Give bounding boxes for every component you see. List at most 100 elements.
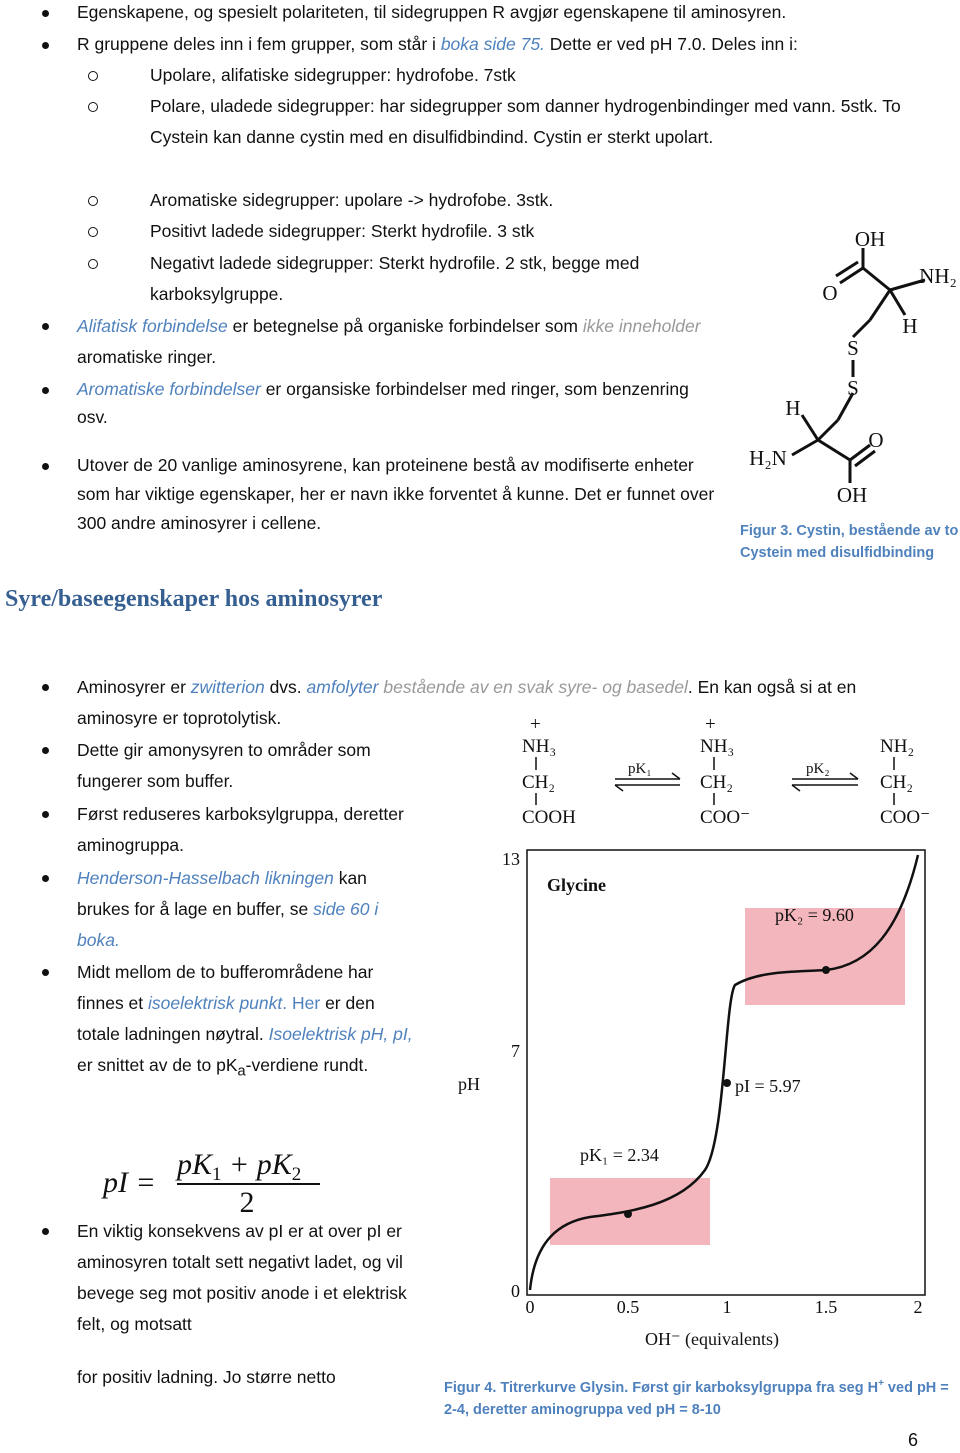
atom-label: S: [847, 336, 859, 360]
bullet: [42, 747, 49, 754]
sub-bullet: [88, 102, 98, 112]
x-tick-label: 2: [914, 1297, 923, 1317]
formula-text: pK: [175, 1148, 214, 1181]
formula-text: + pK: [222, 1148, 294, 1181]
annotation: pK₂ = 9.60: [775, 905, 854, 925]
group: CH₂: [880, 772, 913, 793]
paragraph: Henderson-Hasselbach likningen kan bruke…: [77, 863, 422, 956]
page-number: 6: [908, 1430, 919, 1450]
text: er organsiske forbindelser med ringer, s…: [77, 379, 689, 427]
atom-label: OH: [837, 483, 867, 507]
formula-subscript: 1: [212, 1164, 222, 1185]
sub-bullet: [88, 71, 98, 81]
plot-frame: [526, 849, 926, 1296]
text: kan brukes for å lage en buffer, se: [77, 868, 367, 919]
sub-bullet: [88, 196, 98, 206]
atom-label: O: [868, 428, 883, 452]
atom-label: OH: [855, 227, 885, 251]
x-tick-label: 1: [723, 1297, 732, 1317]
y-axis-label: pH: [458, 1074, 480, 1094]
figure-caption: Figur 3. Cystin, bestående av to Cystein…: [740, 523, 959, 561]
term: amfolyter: [306, 677, 379, 697]
paragraph: En viktig konsekvens av pI er at over pI…: [77, 1221, 407, 1334]
list-item: Upolare, alifatiske sidegrupper: hydrofo…: [150, 65, 516, 85]
charge: +: [530, 715, 541, 735]
paragraph: R gruppene deles inn i fem grupper, som …: [77, 29, 957, 60]
atom-label: NH₂: [919, 264, 957, 288]
point: [723, 1079, 731, 1087]
atom-label: O: [822, 281, 837, 305]
emphasis: ikke inneholder: [582, 316, 701, 336]
atom-label: S: [847, 376, 859, 400]
bullet: [42, 811, 49, 818]
formula: pI = pK1 + pK2 2: [101, 1148, 320, 1219]
text: er snittet av de to pK: [77, 1055, 238, 1075]
text: Midt mellom de to bufferområdene har fin…: [77, 962, 374, 1013]
bullet: [42, 323, 49, 330]
formula-denominator: 2: [240, 1186, 255, 1219]
text: dvs.: [264, 677, 307, 697]
paragraph: Egenskapene, og spesielt polariteten, ti…: [77, 0, 957, 28]
formula-numerator: pK1 + pK2: [175, 1148, 301, 1185]
superscript: +: [878, 1378, 884, 1389]
atom-label: H: [785, 396, 800, 420]
term: Isoelektrisk pH, pI,: [268, 1024, 413, 1044]
atom-label: H₂N: [749, 446, 787, 470]
bullet: [42, 969, 49, 976]
group: CH₂: [700, 772, 733, 793]
bullet: [42, 463, 49, 470]
caption-text: Figur 4. Titrerkurve Glysin. Først gir k…: [444, 1379, 879, 1396]
paragraph: Utover de 20 vanlige aminosyrene, kan pr…: [77, 455, 715, 533]
list-item: Polare, uladede sidegrupper: har sidegru…: [150, 96, 901, 147]
term: isoelektrisk punkt: [148, 993, 283, 1013]
term: zwitterion: [190, 677, 265, 697]
text: er betegnelse på organiske forbindelser …: [227, 316, 583, 336]
paragraph: Aromatiske forbindelser er organsiske fo…: [77, 375, 717, 431]
cystine-structure: OH NH₂ O H S S H H₂N O OH: [749, 227, 957, 507]
atom-label: H: [902, 314, 917, 338]
charge: +: [705, 715, 716, 735]
text: Dette gir amonysyren to områder som fung…: [77, 740, 371, 791]
section-heading: Syre/baseegenskaper hos aminosyrer: [5, 586, 383, 612]
bullet: [42, 42, 49, 49]
paragraph: Alifatisk forbindelse er betegnelse på o…: [77, 311, 717, 373]
x-tick-label: 0: [526, 1297, 535, 1317]
emphasis: bestående av en svak syre- og basedel: [378, 677, 688, 697]
paragraph: Midt mellom de to bufferområdene har fin…: [77, 957, 422, 1088]
list-item: Negativt ladede sidegrupper: Sterkt hydr…: [150, 253, 640, 304]
paragraph: Først reduseres karboksylgruppa, derette…: [77, 799, 417, 861]
annotation: pK₁ = 2.34: [580, 1145, 659, 1165]
group: COO⁻: [700, 807, 750, 828]
formula-lhs: pI =: [101, 1166, 156, 1199]
group: NH₂: [880, 736, 914, 757]
point: [624, 1210, 632, 1218]
y-tick-label: 7: [511, 1041, 520, 1061]
group: COOH: [522, 807, 576, 828]
term: Aromatiske forbindelser: [77, 379, 261, 399]
text: Først reduseres karboksylgruppa, derette…: [77, 804, 404, 855]
bullet: [42, 10, 49, 17]
group: COO⁻: [880, 807, 930, 828]
text: er den totale ladningen nøytral.: [77, 993, 375, 1044]
list-item: Positivt ladede sidegrupper: Sterkt hydr…: [150, 221, 535, 241]
bullet: [42, 387, 49, 394]
paragraph: Dette gir amonysyren to områder som fung…: [77, 735, 417, 797]
list-item: Aromatiske sidegrupper: upolare -> hydro…: [150, 190, 554, 210]
text: Aminosyrer er: [77, 677, 191, 697]
y-tick-label: 13: [502, 849, 520, 869]
term: Alifatisk forbindelse: [77, 316, 228, 336]
bullet: [42, 684, 49, 691]
text: Egenskapene, og spesielt polariteten, ti…: [77, 2, 787, 22]
x-axis-label: OH⁻ (equivalents): [645, 1329, 779, 1350]
text: -verdiene rundt.: [245, 1055, 369, 1075]
titration-curve: [528, 854, 920, 1291]
text: aromatiske ringer.: [77, 347, 217, 367]
x-tick-label: 0.5: [617, 1297, 640, 1317]
term: Henderson-Hasselbach likningen: [77, 868, 334, 888]
text: . En kan også si at en aminosyre er topr…: [77, 677, 857, 728]
annotation: pI = 5.97: [735, 1076, 801, 1096]
arrow-label: pK₁: [628, 761, 652, 777]
paragraph: Aminosyrer er zwitterion dvs. amfolyter …: [77, 672, 937, 734]
figure-caption: Figur 4. Titrerkurve Glysin. Først gir k…: [444, 1373, 960, 1421]
